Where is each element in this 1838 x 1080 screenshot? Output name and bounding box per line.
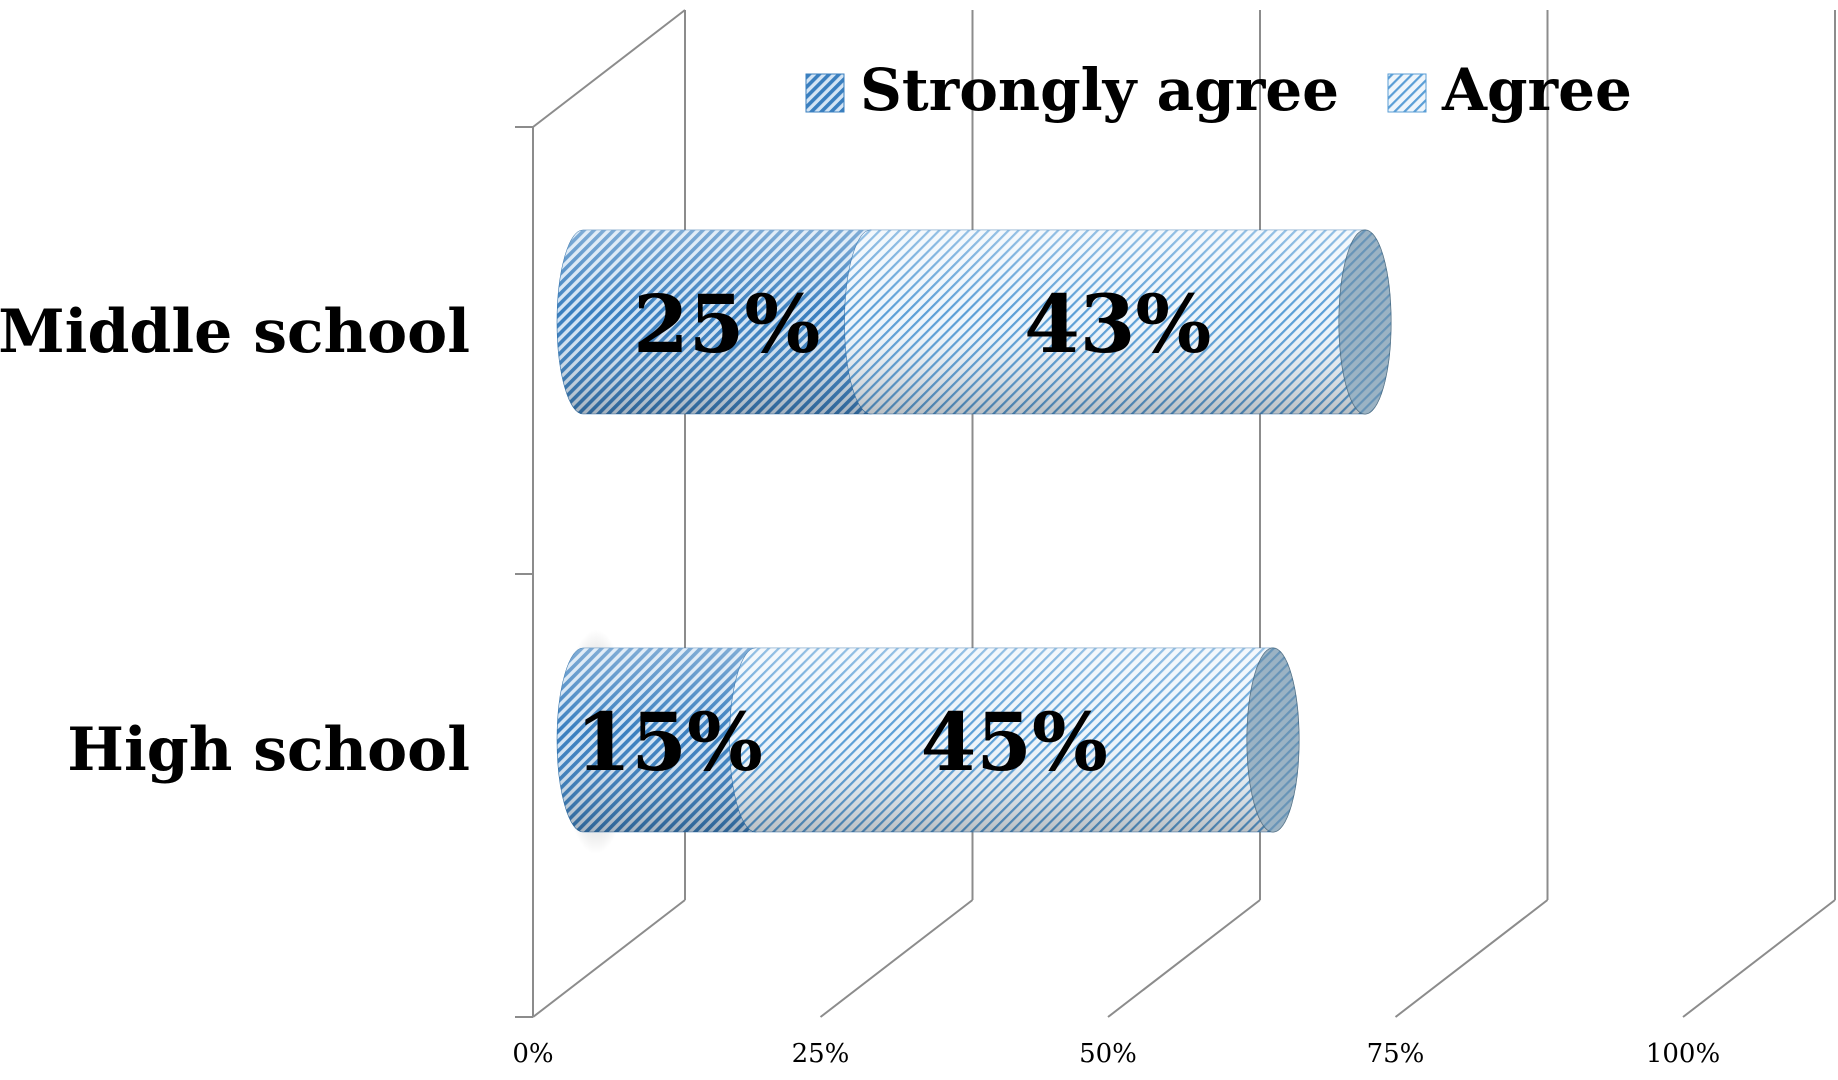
labels-layer: 25% 43% Middle school 15% 45% High school <box>0 277 1211 789</box>
x-tick-label: 25% <box>792 1039 850 1069</box>
data-label: 45% <box>921 695 1108 789</box>
bar-agree-middle-school-shade <box>844 230 1391 414</box>
legend-swatch-strongly-agree <box>805 73 845 113</box>
data-label: 43% <box>1024 277 1211 371</box>
bar-end-cap-texture <box>1247 648 1299 832</box>
bar-strongly-agree-middle-school-shade <box>557 230 897 414</box>
category-label: Middle school <box>0 297 470 367</box>
bar-group-high-school <box>556 630 1300 854</box>
x-tick-label: 0% <box>512 1039 553 1069</box>
floor-gridline <box>532 899 686 1018</box>
legend-label: Strongly agree <box>860 56 1339 124</box>
floor-gridline <box>1107 899 1261 1018</box>
bar-strongly-agree-high-school-shade <box>557 648 782 832</box>
bar-agree-high-school-shade <box>729 648 1299 832</box>
bar-group-middle-school <box>556 229 1392 415</box>
data-label: 15% <box>576 695 763 789</box>
legend: Strongly agree Agree <box>805 56 1632 124</box>
bar-end-cap-texture <box>1339 230 1391 414</box>
floor-gridline <box>1682 899 1836 1018</box>
category-label: High school <box>67 715 470 785</box>
left-wall-top-edge <box>532 9 686 128</box>
axes-layer: 0% 25% 50% 75% 100% <box>512 9 1836 1069</box>
bars-layer <box>556 229 1392 854</box>
floor-gridline <box>819 899 974 1018</box>
legend-label: Agree <box>1441 56 1632 124</box>
floor-gridline <box>1394 899 1549 1018</box>
legend-swatch-agree <box>1387 73 1427 113</box>
x-tick-label: 75% <box>1367 1039 1425 1069</box>
x-tick-label: 50% <box>1079 1039 1137 1069</box>
x-tick-label: 100% <box>1646 1039 1720 1069</box>
data-label: 25% <box>633 277 820 371</box>
